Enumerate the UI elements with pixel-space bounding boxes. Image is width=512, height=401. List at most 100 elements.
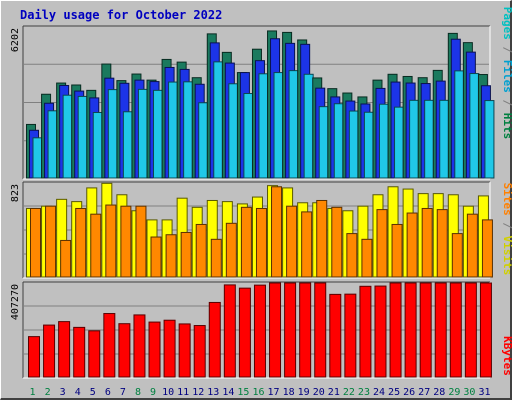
x-tick-label: 30 — [463, 387, 475, 398]
bar-pages-31 — [484, 100, 495, 179]
x-tick-label: 19 — [298, 387, 310, 398]
bar-kbytes-23 — [359, 285, 372, 378]
x-tick-label: 26 — [403, 387, 415, 398]
bar-kbytes-19 — [299, 282, 312, 378]
bar-sites-2 — [45, 205, 57, 278]
bar-kbytes-22 — [344, 293, 357, 378]
bar-kbytes-8 — [133, 314, 146, 378]
bar-pages-15 — [243, 93, 254, 179]
bar-pages-23 — [363, 111, 374, 179]
bar-sites-15 — [240, 206, 252, 278]
bar-pages-27 — [424, 99, 435, 179]
bar-pages-2 — [47, 110, 58, 179]
bar-sites-31 — [481, 219, 493, 278]
bar-kbytes-27 — [419, 282, 432, 378]
bar-sites-14 — [225, 222, 237, 278]
bar-pages-6 — [107, 89, 118, 179]
bar-kbytes-12 — [193, 325, 206, 378]
legend-kb: KBytes — [501, 336, 512, 376]
x-tick-label: 6 — [105, 387, 111, 398]
x-tick-label: 15 — [237, 387, 249, 398]
bar-kbytes-10 — [163, 319, 176, 378]
bar-sites-28 — [436, 209, 448, 278]
legend-entry: Hits — [501, 113, 512, 140]
bar-kbytes-26 — [404, 282, 417, 378]
bar-pages-26 — [409, 99, 420, 179]
bar-sites-24 — [376, 209, 388, 278]
bar-sites-18 — [286, 205, 298, 278]
x-tick-label: 9 — [150, 387, 156, 398]
bar-sites-3 — [60, 239, 72, 278]
bar-kbytes-17 — [269, 282, 282, 378]
bar-sites-25 — [391, 223, 403, 278]
bar-kbytes-5 — [88, 330, 101, 378]
x-tick-label: 27 — [418, 387, 430, 398]
x-tick-label: 20 — [313, 387, 325, 398]
bar-pages-3 — [62, 94, 73, 179]
bar-kbytes-18 — [284, 282, 297, 378]
bar-kbytes-15 — [238, 287, 251, 378]
bar-sites-12 — [195, 223, 207, 278]
bar-sites-21 — [331, 206, 343, 278]
bar-sites-26 — [406, 212, 418, 278]
bar-kbytes-21 — [329, 293, 342, 378]
y-max-label: 6202 — [10, 28, 21, 52]
legend-pfh: Pages / Files / Hits — [501, 7, 512, 140]
legend-entry: / — [501, 93, 512, 113]
bar-pages-20 — [318, 106, 329, 179]
bar-kbytes-6 — [103, 313, 116, 378]
bar-sites-5 — [90, 213, 102, 278]
bar-pages-14 — [228, 83, 239, 179]
bar-sites-23 — [361, 238, 373, 278]
y-max-label: 823 — [10, 184, 21, 202]
bar-sites-19 — [301, 211, 313, 278]
bar-sites-11 — [180, 231, 192, 278]
x-tick-label: 25 — [388, 387, 400, 398]
bar-pages-4 — [77, 95, 88, 179]
chart-title: Daily usage for October 2022 — [20, 8, 223, 22]
bar-kbytes-7 — [118, 323, 131, 378]
x-tick-label: 23 — [358, 387, 370, 398]
x-tick-label: 28 — [433, 387, 445, 398]
bar-sites-6 — [105, 204, 117, 278]
bar-pages-8 — [137, 88, 148, 179]
legend-entry: KBytes — [501, 336, 512, 376]
bar-pages-17 — [273, 72, 284, 179]
bar-sites-27 — [421, 207, 433, 278]
bar-sites-9 — [150, 236, 162, 278]
bar-pages-11 — [183, 81, 194, 179]
bar-kbytes-2 — [43, 324, 56, 378]
x-tick-label: 4 — [75, 387, 81, 398]
bar-sites-1 — [30, 207, 41, 278]
x-tick-label: 11 — [177, 387, 189, 398]
x-tick-label: 12 — [192, 387, 204, 398]
bar-pages-24 — [378, 103, 389, 179]
bar-pages-10 — [168, 81, 179, 179]
x-tick-label: 22 — [343, 387, 355, 398]
bar-kbytes-9 — [148, 321, 161, 378]
bar-sites-16 — [255, 207, 267, 278]
bar-sites-30 — [466, 213, 478, 278]
bar-pages-29 — [454, 70, 465, 179]
bar-pages-25 — [394, 106, 405, 179]
y-max-label: 407270 — [10, 284, 21, 320]
x-tick-label: 1 — [30, 387, 36, 398]
bar-kbytes-14 — [223, 284, 236, 378]
bar-pages-1 — [32, 137, 43, 179]
bar-kbytes-29 — [449, 282, 462, 378]
bar-kbytes-28 — [434, 282, 447, 378]
bar-pages-5 — [92, 112, 103, 179]
bar-kbytes-16 — [253, 284, 266, 378]
x-tick-label: 3 — [60, 387, 66, 398]
bar-kbytes-30 — [464, 282, 477, 378]
legend-entry: Sites — [501, 183, 512, 216]
bar-kbytes-25 — [389, 282, 402, 378]
bar-pages-13 — [213, 61, 224, 179]
x-tick-label: 17 — [268, 387, 280, 398]
bar-pages-12 — [198, 102, 209, 179]
x-tick-label: 21 — [328, 387, 340, 398]
legend-entry: / — [501, 216, 512, 236]
bar-pages-22 — [348, 110, 359, 179]
